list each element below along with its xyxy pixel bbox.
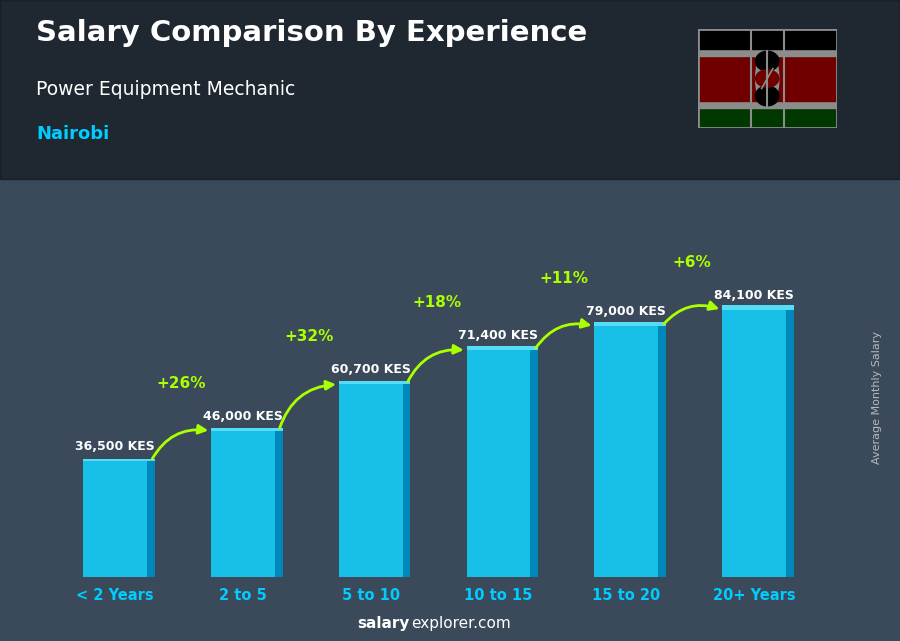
- Text: salary: salary: [357, 617, 410, 631]
- Text: 46,000 KES: 46,000 KES: [203, 410, 283, 422]
- Bar: [698, 108, 837, 128]
- Text: Average Monthly Salary: Average Monthly Salary: [872, 331, 883, 464]
- Bar: [338, 384, 402, 577]
- Text: Power Equipment Mechanic: Power Equipment Mechanic: [36, 80, 295, 99]
- Text: 71,400 KES: 71,400 KES: [458, 329, 538, 342]
- Bar: [698, 56, 837, 101]
- Text: Salary Comparison By Experience: Salary Comparison By Experience: [36, 19, 587, 47]
- Text: 36,500 KES: 36,500 KES: [76, 440, 155, 453]
- Text: +26%: +26%: [157, 376, 206, 391]
- Text: +18%: +18%: [412, 296, 461, 310]
- Bar: [84, 461, 148, 577]
- Bar: [698, 101, 837, 108]
- Bar: [722, 310, 786, 577]
- Text: 60,700 KES: 60,700 KES: [331, 363, 410, 376]
- Bar: [530, 350, 538, 577]
- Bar: [658, 326, 666, 577]
- Bar: [722, 305, 794, 310]
- Ellipse shape: [756, 86, 778, 106]
- Bar: [212, 431, 274, 577]
- Bar: [338, 381, 410, 384]
- Text: Nairobi: Nairobi: [36, 125, 109, 143]
- FancyArrowPatch shape: [280, 381, 333, 428]
- Bar: [698, 29, 837, 49]
- Text: +32%: +32%: [284, 329, 334, 344]
- Bar: [466, 346, 538, 350]
- FancyArrowPatch shape: [152, 426, 205, 458]
- Text: +11%: +11%: [540, 271, 589, 286]
- Text: 84,100 KES: 84,100 KES: [714, 288, 794, 302]
- Bar: [594, 322, 666, 326]
- Ellipse shape: [756, 51, 778, 106]
- FancyArrowPatch shape: [536, 320, 589, 348]
- FancyArrowPatch shape: [664, 302, 716, 324]
- Text: +6%: +6%: [672, 255, 711, 270]
- Bar: [786, 310, 794, 577]
- Bar: [212, 428, 283, 431]
- Bar: [402, 384, 410, 577]
- Bar: [84, 459, 155, 461]
- Bar: [466, 350, 530, 577]
- Bar: [274, 431, 283, 577]
- Bar: [594, 326, 658, 577]
- FancyArrowPatch shape: [408, 345, 461, 382]
- Ellipse shape: [756, 51, 778, 71]
- Text: 79,000 KES: 79,000 KES: [586, 304, 666, 318]
- Bar: [698, 49, 837, 56]
- Bar: [148, 461, 155, 577]
- Text: explorer.com: explorer.com: [411, 617, 511, 631]
- Ellipse shape: [756, 70, 778, 87]
